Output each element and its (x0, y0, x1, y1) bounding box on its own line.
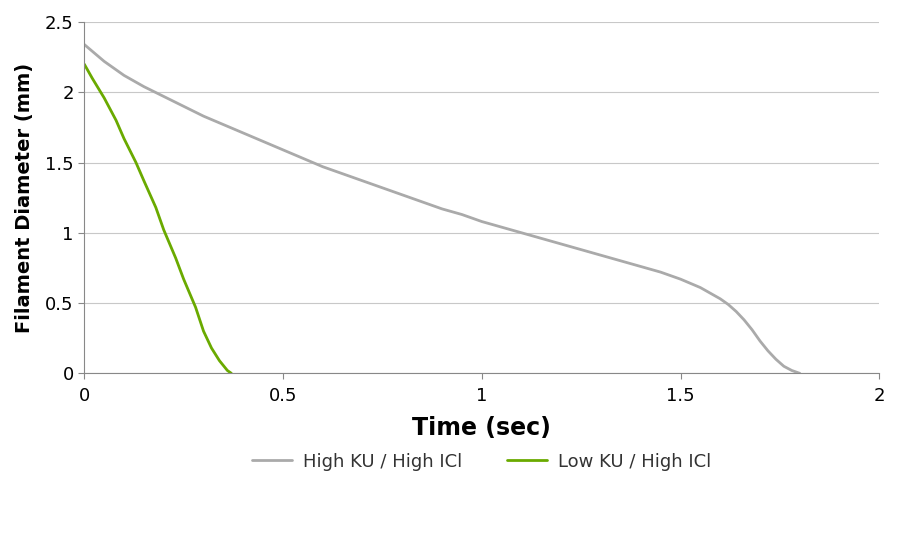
Y-axis label: Filament Diameter (mm): Filament Diameter (mm) (15, 63, 34, 333)
Line: Low KU / High ICl: Low KU / High ICl (85, 64, 231, 373)
High KU / High ICl (456, 211, 467, 218)
High KU / High ICl (675, 276, 686, 283)
High KU / High ICl (655, 269, 666, 276)
High KU / High ICl (715, 295, 725, 302)
Low KU / High ICl (79, 61, 90, 68)
Legend: High KU / High ICl, Low KU / High ICl: High KU / High ICl, Low KU / High ICl (245, 446, 718, 478)
Low KU / High ICl (214, 358, 225, 364)
High KU / High ICl (139, 84, 149, 90)
High KU / High ICl (731, 308, 742, 315)
High KU / High ICl (158, 93, 169, 100)
High KU / High ICl (79, 41, 90, 48)
High KU / High ICl (536, 235, 547, 241)
High KU / High ICl (787, 367, 797, 374)
High KU / High ICl (496, 224, 507, 230)
High KU / High ICl (739, 317, 750, 323)
High KU / High ICl (357, 178, 368, 184)
High KU / High ICl (218, 122, 229, 128)
Low KU / High ICl (190, 304, 201, 311)
High KU / High ICl (277, 146, 288, 153)
High KU / High ICl (178, 103, 189, 109)
Low KU / High ICl (86, 75, 97, 81)
X-axis label: Time (sec): Time (sec) (412, 416, 551, 441)
High KU / High ICl (723, 301, 734, 308)
High KU / High ICl (298, 155, 309, 162)
Low KU / High ICl (170, 255, 181, 261)
High KU / High ICl (778, 363, 789, 370)
Low KU / High ICl (178, 276, 189, 283)
Low KU / High ICl (99, 95, 110, 101)
Low KU / High ICl (226, 370, 237, 377)
High KU / High ICl (476, 218, 487, 225)
High KU / High ICl (119, 72, 130, 79)
Low KU / High ICl (150, 204, 161, 211)
Low KU / High ICl (198, 328, 209, 334)
High KU / High ICl (338, 170, 348, 177)
Low KU / High ICl (222, 367, 233, 374)
High KU / High ICl (257, 138, 268, 145)
High KU / High ICl (377, 184, 388, 191)
High KU / High ICl (99, 58, 110, 65)
High KU / High ICl (596, 252, 607, 258)
Low KU / High ICl (111, 117, 122, 124)
Low KU / High ICl (158, 227, 169, 233)
High KU / High ICl (397, 191, 408, 198)
High KU / High ICl (770, 356, 781, 362)
High KU / High ICl (635, 263, 646, 270)
High KU / High ICl (318, 163, 328, 170)
High KU / High ICl (695, 284, 706, 291)
Low KU / High ICl (130, 159, 141, 166)
High KU / High ICl (198, 113, 209, 119)
High KU / High ICl (616, 257, 626, 264)
High KU / High ICl (754, 338, 765, 344)
High KU / High ICl (747, 327, 758, 333)
Low KU / High ICl (139, 178, 149, 184)
High KU / High ICl (556, 241, 567, 248)
Low KU / High ICl (206, 345, 217, 351)
High KU / High ICl (516, 229, 526, 236)
Line: High KU / High ICl: High KU / High ICl (85, 45, 800, 373)
High KU / High ICl (417, 199, 428, 205)
High KU / High ICl (576, 246, 587, 253)
High KU / High ICl (762, 348, 773, 354)
High KU / High ICl (238, 130, 248, 136)
High KU / High ICl (436, 206, 447, 212)
High KU / High ICl (795, 370, 806, 377)
Low KU / High ICl (119, 135, 130, 142)
